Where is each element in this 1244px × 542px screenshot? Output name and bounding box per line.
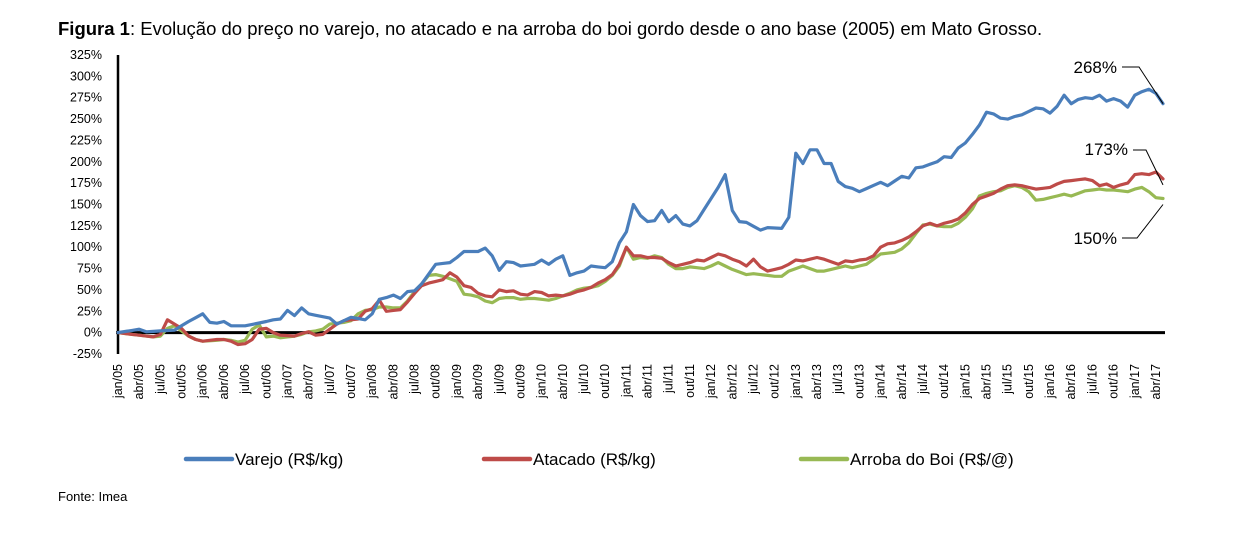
end-leader-1 [1133,149,1164,186]
y-tick-label: 75% [77,262,102,276]
x-tick-label: jul/13 [831,364,845,395]
x-tick-label: abr/13 [810,364,824,399]
figure-label: Figura 1 [58,18,130,39]
figure-caption: : Evolução do preço no varejo, no atacad… [129,18,1043,39]
series-lines [116,87,1165,347]
x-tick-label: out/13 [852,364,866,399]
x-tick-label: out/09 [513,364,527,399]
x-tick-label: jan/06 [196,364,210,399]
x-tick-label: jan/14 [874,364,888,399]
x-tick-label: jul/14 [916,364,930,395]
x-tick-label: abr/05 [132,364,146,399]
x-tick-label: jan/17 [1128,364,1142,399]
x-tick-label: out/14 [937,364,951,399]
y-tick-label: 0% [84,326,102,340]
end-leader-0 [1122,66,1164,104]
x-tick-label: jan/13 [789,364,803,399]
x-tick-label: abr/09 [471,364,485,399]
x-tick-label: jan/15 [958,364,972,399]
x-tick-label: jan/11 [619,364,633,398]
y-tick-label: 275% [70,91,102,105]
y-tick-label: 300% [70,69,102,83]
y-tick-label: 100% [70,240,102,254]
x-tick-label: jul/06 [238,364,252,395]
x-tick-label: out/10 [598,364,612,399]
y-tick-label: 150% [70,198,102,212]
x-tick-label: abr/11 [641,364,655,399]
x-tick-label: out/07 [344,364,358,399]
x-tick-label: jan/09 [450,364,464,399]
x-tick-label: abr/14 [895,364,909,399]
x-tick-label: out/12 [768,364,782,399]
axes [116,55,1165,354]
y-tick-label: 325% [70,48,102,62]
x-tick-label: jan/05 [111,364,125,399]
x-tick-label: out/15 [1022,364,1036,399]
x-tick-label: out/05 [175,364,189,399]
legend-label-1: Atacado (R$/kg) [533,450,656,469]
x-tick-label: out/06 [259,364,273,399]
x-tick-label: jan/08 [365,364,379,399]
legend: Varejo (R$/kg) Atacado (R$/kg) Arroba do B… [183,450,1014,469]
y-tick-label: -25% [73,347,102,361]
x-tick-label: jul/11 [662,364,676,394]
y-tick-label: 25% [77,304,102,318]
end-label-2: 150% [1074,229,1117,248]
y-tick-label: 250% [70,112,102,126]
x-tick-label: jul/10 [577,364,591,395]
figure-title: Figura 1: Evolução do preço no varejo, n… [58,18,1042,40]
x-tick-label: jul/09 [492,364,506,395]
x-tick-label: jul/16 [1085,364,1099,395]
x-tick-label: jan/10 [535,364,549,399]
x-tick-label: abr/08 [386,364,400,399]
x-tick-label: abr/16 [1064,364,1078,399]
x-tick-label: jan/16 [1043,364,1057,399]
y-tick-label: 200% [70,155,102,169]
legend-label-0: Varejo (R$/kg) [235,450,343,469]
series-line-0 [116,87,1165,335]
x-tick-label: abr/12 [725,364,739,399]
x-tick-label: abr/15 [979,364,993,399]
end-label-1: 173% [1085,140,1128,159]
y-axis-ticks: -25% 0% 25% 50% 75% 100% 125% 150% 175% 200% 225% 2… [70,48,102,361]
x-axis-ticks: jan/05 abr/05 jul/05 out/05 jan/06 abr/06 jul/… [111,364,1163,400]
x-tick-label: out/16 [1107,364,1121,399]
end-leader-2 [1122,204,1164,239]
x-tick-label: out/11 [683,364,697,398]
series-line-1 [116,170,1165,347]
x-tick-label: abr/07 [302,364,316,399]
x-tick-label: jul/08 [408,364,422,395]
y-tick-label: 125% [70,219,102,233]
x-tick-label: jul/12 [746,364,760,395]
x-tick-label: abr/10 [556,364,570,399]
x-tick-label: out/08 [429,364,443,399]
source-note: Fonte: Imea [58,489,128,504]
y-tick-label: 50% [77,283,102,297]
x-tick-label: jul/15 [1001,364,1015,395]
x-tick-label: jan/12 [704,364,718,399]
y-tick-label: 175% [70,176,102,190]
y-tick-label: 225% [70,133,102,147]
x-tick-label: abr/17 [1149,364,1163,399]
x-tick-label: jan/07 [280,364,294,399]
x-tick-label: jul/07 [323,364,337,395]
x-tick-label: abr/06 [217,364,231,399]
x-tick-label: jul/05 [153,364,167,395]
end-annotations: 268% 173% 150% [1074,58,1164,248]
end-label-0: 268% [1074,58,1117,77]
legend-label-2: Arroba do Boi (R$/@) [850,450,1014,469]
